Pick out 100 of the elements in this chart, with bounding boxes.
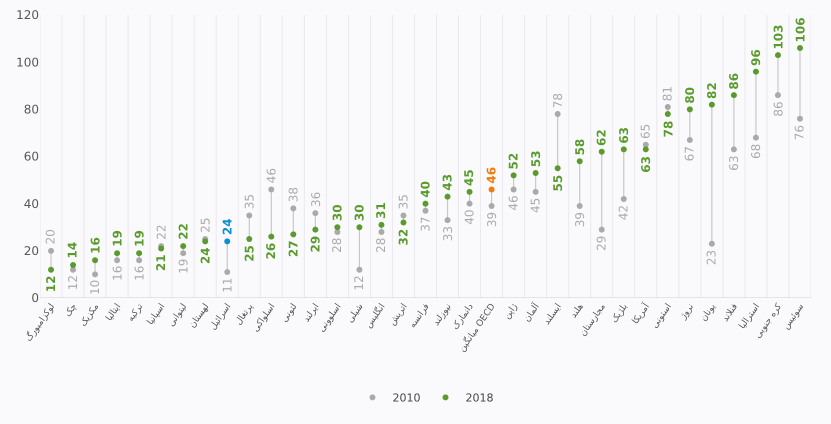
data-label: 35	[396, 194, 411, 210]
x-tick-label: ژاپن	[502, 302, 520, 322]
data-label: 58	[572, 138, 587, 156]
data-label: 21	[154, 254, 168, 272]
x-tick-label: استرالیا	[738, 302, 762, 332]
data-label: 46	[506, 195, 521, 211]
data-label: 55	[550, 174, 565, 192]
data-label: 24	[220, 218, 234, 236]
data-label: 42	[616, 204, 630, 220]
data-label: 63	[616, 126, 631, 144]
data-label: 16	[110, 266, 124, 281]
x-tick-label: نروژ	[678, 302, 696, 322]
data-label: 46	[264, 168, 278, 184]
data-label: 63	[726, 156, 741, 171]
x-tick-label: پرتغال	[234, 302, 256, 328]
legend-label: 2010	[392, 392, 420, 405]
data-label: 103	[771, 24, 786, 50]
data-label: 35	[242, 194, 256, 210]
data-label: 53	[529, 150, 544, 168]
data-label: 22	[176, 223, 191, 240]
x-tick-label: لیتوانی	[166, 302, 190, 329]
data-label: 19	[176, 258, 190, 274]
y-tick-label: 100	[16, 55, 39, 70]
data-label: 63	[638, 156, 653, 173]
y-tick-label: 20	[24, 244, 39, 258]
x-tick-label: فرانسه	[408, 302, 432, 330]
data-label: 46	[484, 166, 499, 184]
data-label: 33	[440, 226, 455, 242]
data-label: 78	[661, 120, 676, 138]
x-tick-label: هلند	[568, 302, 586, 320]
legend-label: 2018	[466, 392, 494, 405]
data-label: 81	[660, 86, 674, 102]
x-tick-label: ایتالیا	[104, 302, 124, 324]
x-tick-label: سوئیس	[781, 302, 806, 332]
data-label: 38	[286, 186, 300, 202]
data-label: 19	[132, 230, 146, 247]
y-tick-label: 60	[24, 150, 39, 164]
data-label: 29	[594, 236, 609, 251]
data-label: 10	[88, 280, 102, 295]
data-label: 40	[418, 180, 432, 198]
y-tick-label: 40	[24, 196, 39, 211]
y-tick-label: 80	[24, 102, 39, 117]
data-label: 22	[154, 224, 169, 240]
data-label: 11	[220, 278, 235, 293]
data-label: 20	[44, 229, 58, 244]
data-label: 30	[330, 204, 345, 222]
data-label: 39	[573, 212, 588, 228]
data-label: 23	[704, 250, 719, 266]
x-tick-label: یونان	[698, 302, 718, 324]
data-label: 80	[683, 86, 698, 104]
data-label: 67	[682, 146, 696, 162]
data-label: 16	[88, 237, 102, 254]
data-label: 14	[66, 242, 80, 259]
data-label: 86	[727, 72, 742, 90]
data-label: 52	[506, 152, 521, 170]
x-tick-label: اسپانیا	[146, 302, 168, 328]
data-label: 40	[462, 209, 476, 225]
x-tick-label: چک	[63, 302, 80, 319]
x-tick-label: بلژیک	[610, 302, 630, 326]
data-label: 28	[330, 238, 344, 253]
data-label: 78	[551, 92, 566, 108]
data-label: 28	[374, 238, 388, 253]
data-label: 82	[704, 82, 719, 99]
x-tick-label: اتریش	[388, 302, 410, 328]
data-label: 12	[352, 275, 366, 291]
data-label: 29	[308, 236, 322, 252]
data-label: 65	[638, 124, 653, 139]
data-label: 96	[748, 49, 763, 66]
x-tick-label: آلمان	[520, 300, 542, 324]
data-label: 19	[110, 230, 124, 247]
x-tick-label: مکزیک	[78, 302, 102, 329]
data-label: 62	[594, 129, 608, 146]
data-label: 12	[66, 274, 80, 290]
data-label: 76	[792, 124, 807, 140]
data-label: 106	[793, 17, 808, 43]
data-label: 27	[286, 240, 300, 258]
x-tick-label: فنلاند	[720, 302, 740, 324]
data-label: 26	[264, 242, 278, 260]
data-label: 45	[462, 169, 476, 186]
x-tick-label: ایرلند	[302, 302, 322, 324]
data-label: 24	[198, 247, 212, 264]
data-label: 31	[374, 202, 388, 219]
data-label: 39	[485, 212, 500, 228]
data-label: 45	[528, 198, 542, 214]
data-label: 32	[396, 228, 410, 246]
x-tick-label: ترکیه	[126, 302, 146, 324]
x-tick-label: استونی	[650, 302, 674, 330]
data-label: 37	[418, 216, 432, 232]
x-tick-label: آمریکا	[629, 300, 652, 326]
x-tick-label: ایسلند	[542, 302, 564, 328]
data-label: 30	[352, 204, 367, 222]
x-tick-label: لتونی	[280, 302, 300, 324]
data-label: 16	[132, 266, 146, 281]
data-label: 86	[771, 101, 786, 117]
data-label: 25	[242, 245, 257, 262]
data-label: 25	[198, 217, 213, 233]
data-label: 68	[748, 144, 763, 160]
data-label: 36	[308, 192, 323, 207]
data-label: 43	[440, 174, 454, 191]
y-tick-label: 120	[16, 8, 39, 22]
